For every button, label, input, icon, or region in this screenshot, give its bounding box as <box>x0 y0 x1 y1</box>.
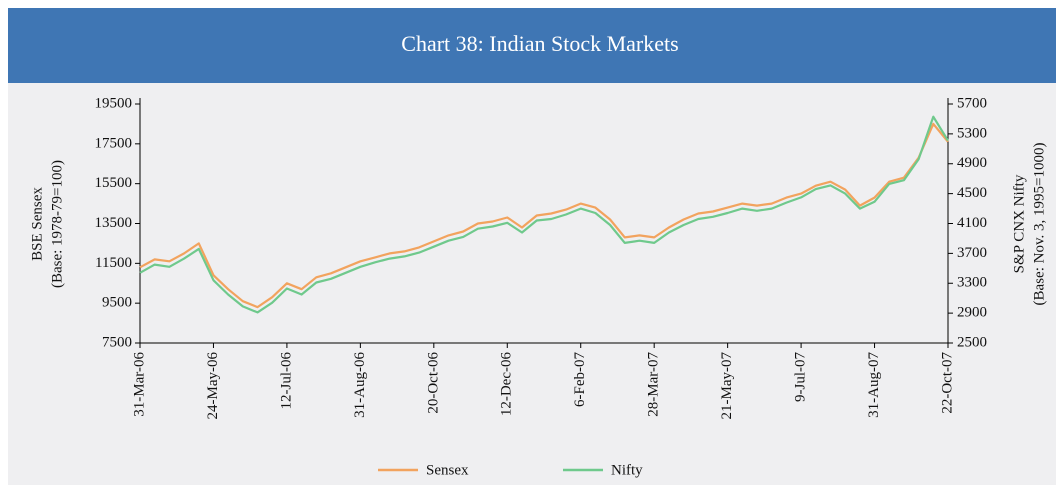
x-tick-label: 31-Mar-06 <box>131 352 147 417</box>
legend-label: Nifty <box>611 462 643 478</box>
x-tick-label: 12-Dec-06 <box>499 352 515 417</box>
header <box>8 8 1056 83</box>
x-tick-label: 31-Aug-06 <box>352 352 368 418</box>
x-tick-label: 9-Jul-07 <box>793 352 809 402</box>
y-tick-label: 11500 <box>95 255 132 271</box>
y-tick-label: 15500 <box>95 175 133 191</box>
x-tick-label: 12-Jul-06 <box>278 352 294 410</box>
y-tick-label: 9500 <box>102 295 132 311</box>
x-tick-label: 24-May-06 <box>205 352 221 420</box>
y-axis-label: BSE Sensex <box>29 187 45 261</box>
y2-tick-label: 2500 <box>957 334 987 350</box>
background <box>8 8 1056 485</box>
x-tick-label: 6-Feb-07 <box>572 352 588 407</box>
y2-axis-label: S&P CNX Nifty <box>1011 174 1027 273</box>
y2-axis-label: (Base: Nov. 3, 1995=1000) <box>1031 143 1047 306</box>
x-tick-label: 21-May-07 <box>719 352 735 420</box>
y2-tick-label: 4500 <box>957 185 987 201</box>
chart-title: Chart 38: Indian Stock Markets <box>401 31 678 56</box>
y-tick-label: 13500 <box>95 215 133 231</box>
y-axis-label: (Base: 1978-79=100) <box>49 160 65 288</box>
y2-tick-label: 3300 <box>957 275 987 291</box>
y2-tick-label: 4900 <box>957 155 987 171</box>
y-tick-label: 17500 <box>95 135 133 151</box>
x-tick-label: 31-Aug-07 <box>866 352 882 418</box>
y-tick-label: 19500 <box>95 95 133 111</box>
x-tick-label: 22-Oct-07 <box>939 352 955 414</box>
line-sensex <box>139 122 949 309</box>
y2-tick-label: 5300 <box>957 125 987 141</box>
y2-tick-label: 3700 <box>957 245 987 261</box>
y-tick-label: 7500 <box>102 334 132 350</box>
y2-tick-label: 4100 <box>957 215 987 231</box>
x-tick-label: 28-Mar-07 <box>646 352 662 417</box>
y2-tick-label: 2900 <box>957 305 987 321</box>
legend-label: Sensex <box>426 462 469 478</box>
x-tick-label: 20-Oct-06 <box>425 352 441 414</box>
line-nifty <box>139 115 949 314</box>
y2-tick-label: 5700 <box>957 95 987 111</box>
